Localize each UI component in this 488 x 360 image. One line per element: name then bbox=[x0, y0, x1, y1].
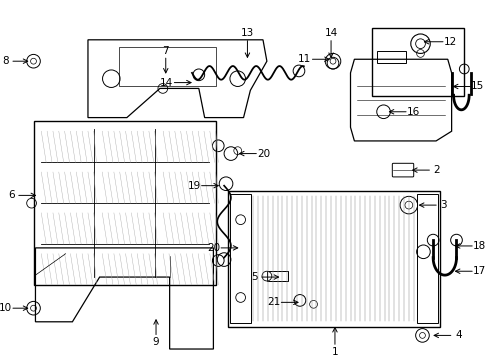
Text: 4: 4 bbox=[454, 330, 461, 341]
Text: 9: 9 bbox=[152, 337, 159, 347]
Text: 19: 19 bbox=[187, 181, 200, 191]
Text: 2: 2 bbox=[433, 165, 440, 175]
Text: 20: 20 bbox=[206, 243, 220, 253]
Text: 13: 13 bbox=[240, 28, 254, 38]
Bar bbox=[34, 121, 216, 285]
Text: 3: 3 bbox=[440, 200, 446, 210]
Text: 12: 12 bbox=[443, 37, 456, 47]
Bar bbox=[229, 194, 251, 323]
Bar bbox=[376, 51, 405, 63]
Text: 20: 20 bbox=[257, 149, 270, 158]
Text: 21: 21 bbox=[266, 297, 280, 307]
Text: 16: 16 bbox=[406, 107, 420, 117]
Text: 17: 17 bbox=[472, 266, 486, 276]
Text: 6: 6 bbox=[8, 190, 15, 201]
Text: 1: 1 bbox=[331, 347, 338, 357]
Bar bbox=[266, 271, 288, 281]
Bar bbox=[371, 28, 463, 96]
Bar bbox=[119, 46, 216, 86]
Text: 5: 5 bbox=[250, 272, 257, 282]
Text: 8: 8 bbox=[2, 56, 9, 66]
Text: 10: 10 bbox=[0, 303, 12, 313]
Text: 15: 15 bbox=[470, 81, 484, 91]
Bar bbox=[227, 190, 439, 327]
Text: 18: 18 bbox=[472, 241, 486, 251]
Text: 14: 14 bbox=[160, 78, 173, 87]
Bar bbox=[416, 194, 437, 323]
Text: 7: 7 bbox=[162, 45, 169, 55]
Text: 14: 14 bbox=[324, 28, 337, 38]
Text: 11: 11 bbox=[298, 54, 311, 64]
